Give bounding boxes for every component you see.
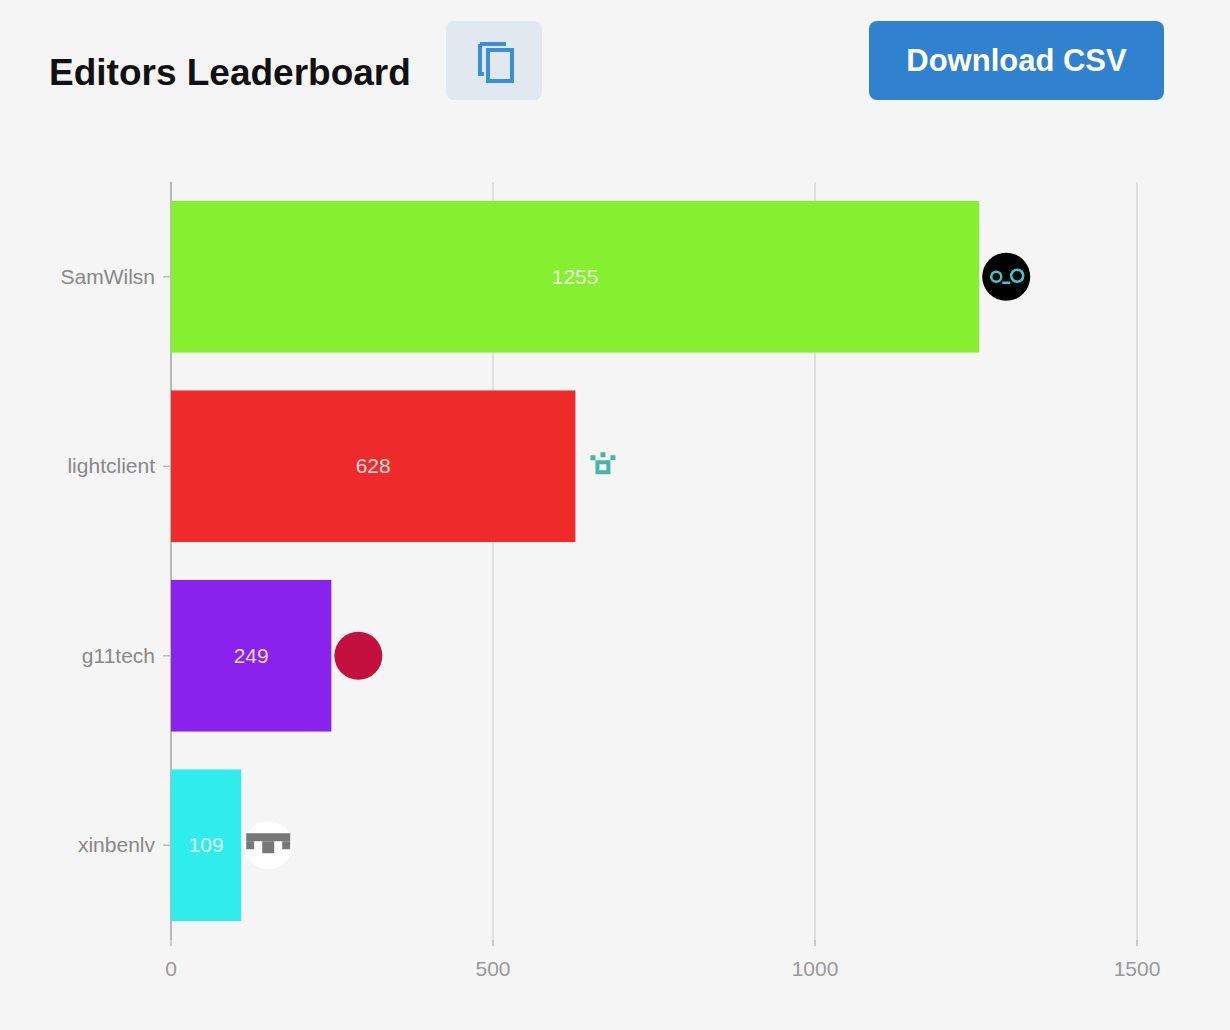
bar xyxy=(171,769,241,921)
avatar-shape xyxy=(991,272,1001,282)
bars xyxy=(171,201,979,921)
tick-mark xyxy=(492,940,494,946)
tick-label: 1000 xyxy=(792,957,839,980)
copy-button-bg xyxy=(446,21,542,100)
download-button-bg xyxy=(869,21,1164,100)
avatar xyxy=(334,632,382,680)
grid-line xyxy=(1136,182,1138,940)
category-label: g11tech xyxy=(82,644,155,667)
tick-mark xyxy=(814,940,816,946)
data-label: 1255 xyxy=(552,265,599,288)
avatar-shape xyxy=(610,455,615,460)
avatar-shape xyxy=(1011,270,1023,282)
bar xyxy=(171,580,331,732)
avatar-shape xyxy=(282,841,290,849)
tick-mark xyxy=(1136,940,1138,946)
tick-label: 500 xyxy=(475,957,510,980)
copy-button[interactable] xyxy=(446,21,542,100)
avatar-shape xyxy=(244,821,292,869)
avatar-shape xyxy=(982,253,1030,301)
data-label: 109 xyxy=(189,833,224,856)
avatar-shape xyxy=(595,460,610,474)
avatar-shape xyxy=(1002,282,1010,285)
bar xyxy=(171,201,979,353)
avatar-shape xyxy=(590,455,595,460)
avatar-shape xyxy=(262,841,274,853)
avatar-shape xyxy=(599,464,606,470)
avatar-shape xyxy=(246,841,254,849)
download-button[interactable]: Download CSV xyxy=(869,21,1164,100)
category-label: lightclient xyxy=(67,454,155,477)
avatar-shape xyxy=(334,632,382,680)
tick-mark xyxy=(163,655,171,657)
page: Editors Leaderboard Download CSV 0 500 1000 1… xyxy=(0,0,1230,1030)
data-label: 628 xyxy=(356,454,391,477)
tick-label: 0 xyxy=(165,957,177,980)
copy-icon xyxy=(480,42,506,46)
tick-mark xyxy=(163,466,171,468)
category-label: xinbenlv xyxy=(78,833,156,856)
background xyxy=(0,0,1230,1030)
copy-icon xyxy=(488,50,512,81)
copy-icon xyxy=(480,44,484,74)
bar xyxy=(171,390,575,542)
tick-mark xyxy=(163,845,171,847)
avatar xyxy=(590,452,615,474)
tick-mark xyxy=(170,940,172,946)
avatar xyxy=(244,821,292,869)
tick-label: 1500 xyxy=(1114,957,1161,980)
category-label: SamWilsn xyxy=(60,265,155,288)
avatar-shape xyxy=(600,452,605,457)
title: Editors Leaderboard xyxy=(49,52,411,93)
avatar-shape xyxy=(246,833,290,841)
data-label: 249 xyxy=(234,644,269,667)
download-button-label: Download CSV xyxy=(906,43,1127,78)
tick-mark xyxy=(163,276,171,278)
avatar xyxy=(982,253,1030,301)
